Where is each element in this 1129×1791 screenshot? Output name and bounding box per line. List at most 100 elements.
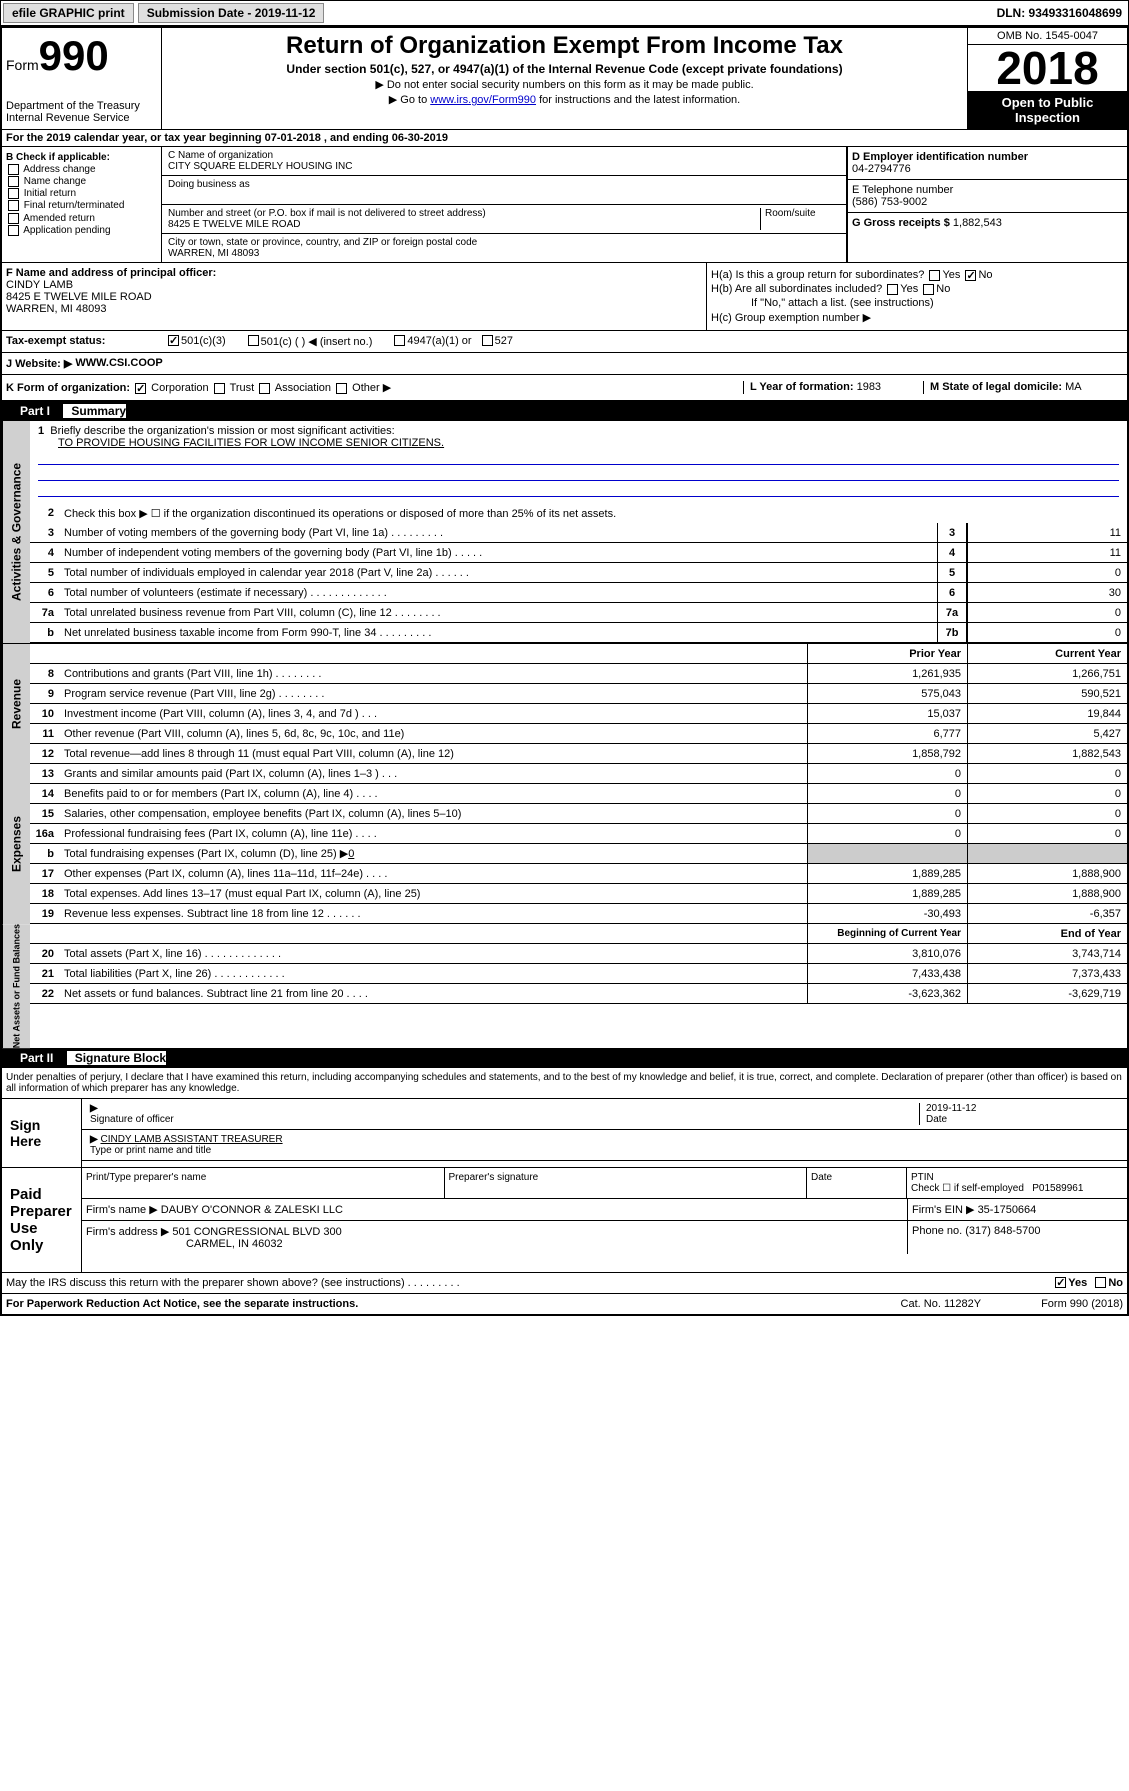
l13-prior: 0 [807, 764, 967, 783]
phone-value: (586) 753-9002 [852, 196, 1123, 208]
l12-text: Total revenue—add lines 8 through 11 (mu… [60, 746, 807, 762]
state-domicile: MA [1065, 381, 1082, 393]
sig-date-label: Date [926, 1114, 947, 1125]
l4-text: Number of independent voting members of … [60, 545, 937, 561]
hb-label: H(b) Are all subordinates included? [711, 283, 882, 295]
l11-prior: 6,777 [807, 724, 967, 743]
firm-phone: (317) 848-5700 [965, 1225, 1040, 1237]
l7a-val: 0 [967, 603, 1127, 622]
city-state-zip: WARREN, MI 48093 [168, 248, 840, 259]
part2-header: Part II Signature Block [2, 1048, 1127, 1068]
l10-curr: 19,844 [967, 704, 1127, 723]
firm-city: CARMEL, IN 46032 [86, 1238, 283, 1250]
prep-ptin-label: PTIN [911, 1172, 934, 1183]
box-e-label: E Telephone number [852, 184, 1123, 196]
check-assoc[interactable] [259, 383, 270, 394]
form-cell: Form990 Department of the TreasuryIntern… [2, 28, 162, 129]
hb-no[interactable] [923, 284, 934, 295]
check-app-pending[interactable] [8, 225, 19, 236]
l22-text: Net assets or fund balances. Subtract li… [60, 986, 807, 1002]
ein-value: 04-2794776 [852, 163, 1123, 175]
check-4947[interactable] [394, 335, 405, 346]
l9-prior: 575,043 [807, 684, 967, 703]
pra-notice: For Paperwork Reduction Act Notice, see … [6, 1298, 358, 1310]
l21-text: Total liabilities (Part X, line 26) . . … [60, 966, 807, 982]
check-final-return[interactable] [8, 200, 19, 211]
subtitle: Under section 501(c), 527, or 4947(a)(1)… [172, 62, 957, 76]
l5-val: 0 [967, 563, 1127, 582]
l19-curr: -6,357 [967, 904, 1127, 923]
l9-curr: 590,521 [967, 684, 1127, 703]
l15-curr: 0 [967, 804, 1127, 823]
check-address-change[interactable] [8, 164, 19, 175]
l11-text: Other revenue (Part VIII, column (A), li… [60, 726, 807, 742]
l13-text: Grants and similar amounts paid (Part IX… [60, 766, 807, 782]
l13-curr: 0 [967, 764, 1127, 783]
box-f-label: F Name and address of principal officer: [6, 267, 702, 279]
prep-col1: Print/Type preparer's name [82, 1168, 445, 1199]
discuss-no[interactable] [1095, 1277, 1106, 1288]
ha-label: H(a) Is this a group return for subordin… [711, 269, 924, 281]
firm-name-label: Firm's name ▶ [86, 1204, 158, 1216]
check-name-change[interactable] [8, 176, 19, 187]
check-trust[interactable] [214, 383, 225, 394]
note2: ▶ Go to www.irs.gov/Form990 for instruct… [172, 93, 957, 106]
efile-button[interactable]: efile GRAPHIC print [3, 3, 134, 23]
l5-text: Total number of individuals employed in … [60, 565, 937, 581]
title-row: Form990 Department of the TreasuryIntern… [2, 28, 1127, 130]
discuss-yes[interactable] [1055, 1277, 1066, 1288]
form990-link[interactable]: www.irs.gov/Form990 [430, 94, 536, 106]
check-501c[interactable] [248, 335, 259, 346]
ha-yes[interactable] [929, 270, 940, 281]
l6-val: 30 [967, 583, 1127, 602]
addr-label: Number and street (or P.O. box if mail i… [168, 208, 760, 219]
l17-prior: 1,889,285 [807, 864, 967, 883]
hb-note: If "No," attach a list. (see instruction… [711, 297, 1123, 309]
check-501c3[interactable] [168, 335, 179, 346]
l22-end: -3,629,719 [967, 984, 1127, 1003]
end-year-head: End of Year [967, 924, 1127, 943]
prep-col2: Preparer's signature [445, 1168, 808, 1199]
sig-officer-label: Signature of officer [90, 1114, 174, 1125]
l3-val: 11 [967, 523, 1127, 542]
check-527[interactable] [482, 335, 493, 346]
org-name: CITY SQUARE ELDERLY HOUSING INC [168, 161, 840, 172]
box-k-label: K Form of organization: [6, 382, 130, 394]
firm-phone-label: Phone no. [912, 1225, 962, 1237]
l12-prior: 1,858,792 [807, 744, 967, 763]
room-label: Room/suite [760, 208, 840, 230]
firm-addr-label: Firm's address ▶ [86, 1226, 169, 1238]
current-year-head: Current Year [967, 644, 1127, 663]
l8-text: Contributions and grants (Part VIII, lin… [60, 666, 807, 682]
l10-text: Investment income (Part VIII, column (A)… [60, 706, 807, 722]
prep-col3: Date [807, 1168, 907, 1199]
l3-text: Number of voting members of the governin… [60, 525, 937, 541]
l14-prior: 0 [807, 784, 967, 803]
note1: ▶ Do not enter social security numbers o… [172, 78, 957, 91]
officer-name: CINDY LAMB [6, 279, 702, 291]
submission-button[interactable]: Submission Date - 2019-11-12 [138, 3, 325, 23]
box-m-label: M State of legal domicile: [930, 381, 1062, 393]
dept-text: Department of the TreasuryInternal Reven… [6, 100, 157, 124]
hc-label: H(c) Group exemption number ▶ [711, 311, 1123, 324]
l18-prior: 1,889,285 [807, 884, 967, 903]
l7b-val: 0 [967, 623, 1127, 642]
hb-yes[interactable] [887, 284, 898, 295]
mission-text: TO PROVIDE HOUSING FACILITIES FOR LOW IN… [38, 437, 1119, 449]
main-title: Return of Organization Exempt From Incom… [172, 32, 957, 60]
check-initial-return[interactable] [8, 188, 19, 199]
l19-prior: -30,493 [807, 904, 967, 923]
ha-no[interactable] [965, 270, 976, 281]
check-other[interactable] [336, 383, 347, 394]
gross-receipts: 1,882,543 [953, 217, 1002, 229]
l20-beg: 3,810,076 [807, 944, 967, 963]
form-prefix: Form [6, 57, 39, 73]
form-footer: Form 990 (2018) [1041, 1298, 1123, 1310]
check-corp[interactable] [135, 383, 146, 394]
check-amended[interactable] [8, 213, 19, 224]
l1-label: Briefly describe the organization's miss… [50, 425, 394, 437]
type-name-label: Type or print name and title [90, 1145, 211, 1156]
l9-text: Program service revenue (Part VIII, line… [60, 686, 807, 702]
tax-period: For the 2019 calendar year, or tax year … [2, 130, 1127, 147]
box-c-label: C Name of organization [168, 150, 840, 161]
